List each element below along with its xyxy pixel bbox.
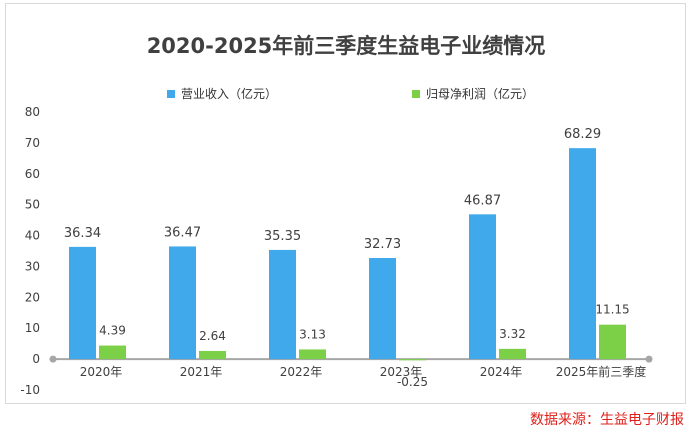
y-tick-label: 80 — [25, 105, 40, 119]
bar-series-1-2 — [299, 349, 326, 360]
x-tick-label: 2020年 — [80, 365, 123, 379]
bar-series-0-2 — [269, 249, 296, 360]
y-tick-label: 70 — [25, 136, 40, 150]
x-tick-label: 2024年 — [480, 365, 523, 379]
data-label-series-0: 68.29 — [564, 127, 601, 142]
x-axis-start-cap — [49, 355, 57, 363]
legend-label-1: 归母净利润（亿元） — [426, 86, 534, 101]
y-tick-label: 50 — [25, 198, 40, 212]
y-tick-label: -10 — [20, 383, 40, 397]
x-tick-label: 2025年前三季度 — [556, 364, 647, 379]
x-tick-label: 2022年 — [280, 365, 323, 379]
data-label-series-0: 36.47 — [164, 225, 201, 240]
bar-series-0-0 — [69, 246, 96, 360]
chart: 2020-2025年前三季度生益电子业绩情况 营业收入（亿元） 归母净利润（亿元）… — [20, 34, 653, 397]
bar-series-0-3 — [369, 258, 396, 360]
y-tick-label: 40 — [25, 229, 40, 243]
bar-series-1-5 — [599, 324, 626, 360]
y-tick-label: 0 — [32, 352, 40, 366]
y-tick-label: 60 — [25, 167, 40, 181]
chart-frame: 2020-2025年前三季度生益电子业绩情况 营业收入（亿元） 归母净利润（亿元）… — [5, 3, 686, 404]
x-tick-label: 2023年 — [380, 365, 423, 379]
bar-series-1-1 — [199, 350, 226, 360]
chart-title: 2020-2025年前三季度生益电子业绩情况 — [147, 34, 546, 58]
data-label-series-0: 32.73 — [364, 237, 401, 252]
x-tick-label: 2021年 — [180, 365, 223, 379]
data-label-series-1: 11.15 — [595, 303, 629, 317]
y-tick-label: 30 — [25, 259, 40, 273]
bar-series-0-1 — [169, 246, 196, 360]
legend-swatch-1 — [412, 90, 420, 98]
x-axis-end-cap — [645, 355, 653, 363]
data-source-note: 数据来源：生益电子财报 — [530, 412, 684, 428]
data-label-series-1: -0.25 — [397, 375, 428, 389]
legend-swatch-0 — [167, 90, 175, 98]
y-tick-label: 10 — [25, 321, 40, 335]
data-label-series-0: 35.35 — [264, 229, 301, 244]
bar-series-1-3 — [399, 359, 426, 361]
bar-series-1-4 — [499, 348, 526, 360]
bar-series-0-4 — [469, 214, 496, 360]
data-label-series-0: 46.87 — [464, 193, 501, 208]
y-tick-label: 20 — [25, 290, 40, 304]
data-label-series-1: 3.13 — [299, 327, 326, 341]
data-label-series-0: 36.34 — [64, 226, 101, 241]
bar-series-0-5 — [569, 148, 596, 360]
data-label-series-1: 3.32 — [499, 327, 526, 341]
data-label-series-1: 4.39 — [99, 324, 126, 338]
bar-series-1-0 — [99, 345, 126, 360]
legend-label-0: 营业收入（亿元） — [181, 86, 277, 101]
data-label-series-1: 2.64 — [199, 329, 226, 343]
